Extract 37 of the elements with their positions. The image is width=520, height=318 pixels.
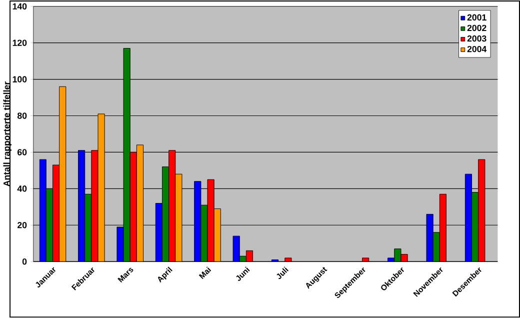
y-tick-label: 0 — [22, 258, 27, 265]
bar — [136, 144, 144, 262]
bar — [472, 192, 479, 262]
y-tick-label: 140 — [12, 3, 27, 10]
bar — [52, 164, 60, 262]
bar — [59, 86, 66, 262]
y-tick-label: 40 — [17, 186, 27, 192]
bar — [439, 194, 446, 262]
bar — [78, 150, 86, 262]
bar — [123, 48, 130, 262]
y-tick-label: 60 — [18, 149, 27, 156]
y-axis-title: Antall rapporterte tilfeller — [3, 82, 12, 187]
bar — [39, 159, 46, 262]
bar — [214, 208, 221, 262]
bar — [46, 188, 53, 262]
bar — [175, 174, 182, 262]
bar — [478, 159, 486, 262]
bar — [168, 150, 176, 262]
bar — [426, 214, 434, 262]
legend-label: 2002 — [467, 25, 486, 32]
legend-label: 2003 — [467, 36, 486, 42]
bar — [432, 232, 440, 262]
legend-label: 2001 — [467, 14, 486, 21]
legend-label: 2004 — [467, 46, 487, 52]
y-tick-label: 120 — [12, 40, 27, 46]
bar — [84, 194, 92, 262]
bar — [207, 180, 214, 262]
y-tick-label: 80 — [17, 112, 27, 120]
bar — [91, 150, 98, 262]
bar — [98, 114, 105, 262]
y-tick-label: 20 — [18, 222, 27, 228]
bar — [194, 181, 202, 262]
bar — [464, 174, 472, 262]
bar — [162, 166, 170, 262]
bar — [155, 203, 162, 262]
y-tick-label: 100 — [12, 76, 27, 83]
bar — [130, 152, 137, 262]
